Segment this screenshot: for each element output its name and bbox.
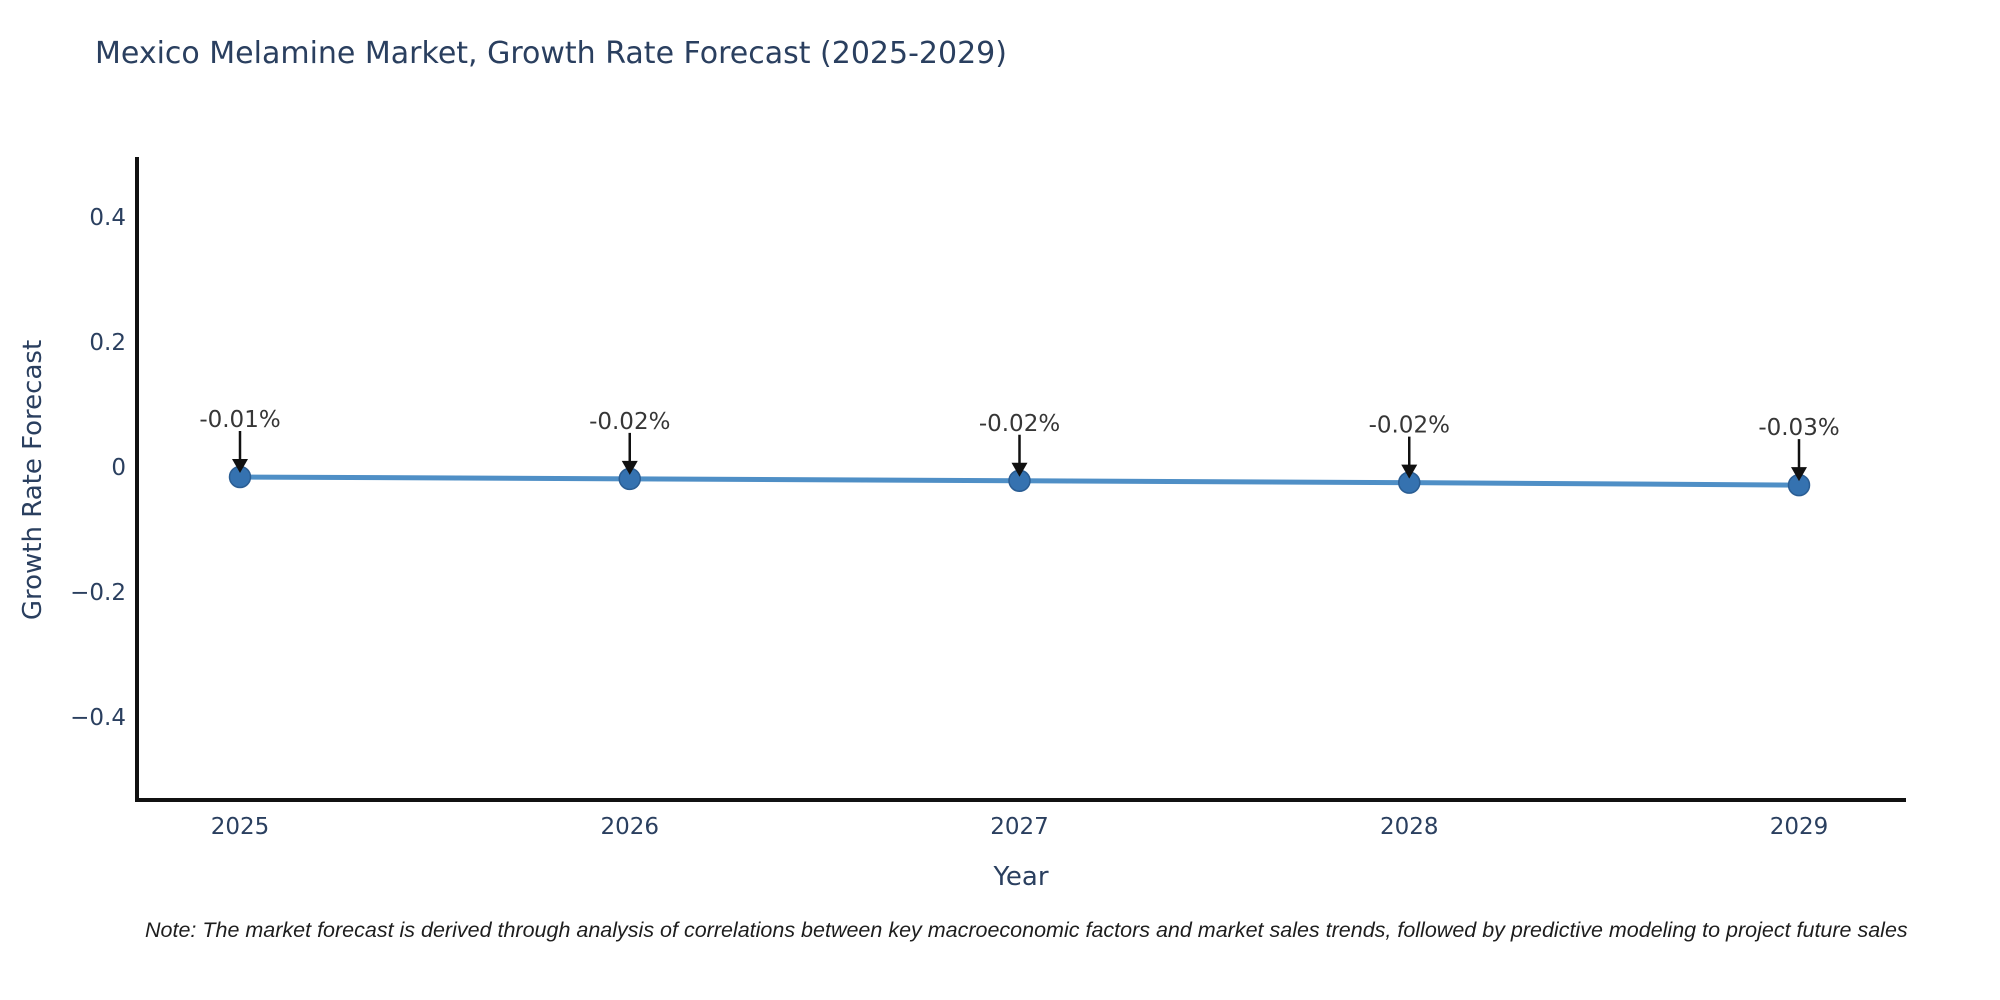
y-tick-label: 0	[111, 455, 126, 481]
data-point-label: -0.01%	[199, 407, 280, 433]
y-tick-label: −0.4	[70, 705, 126, 731]
annotation-arrowhead	[232, 459, 248, 473]
annotation-arrowhead	[1401, 464, 1418, 479]
x-tick-label: 2029	[1770, 814, 1829, 840]
annotation-arrowhead	[1791, 467, 1807, 482]
data-point-label: -0.02%	[1369, 413, 1450, 439]
x-tick-label: 2027	[990, 814, 1049, 840]
data-point-label: -0.02%	[589, 409, 670, 435]
chart-title: Mexico Melamine Market, Growth Rate Fore…	[95, 36, 1007, 71]
x-axis-title: Year	[993, 862, 1049, 892]
x-tick-label: 2028	[1380, 814, 1439, 840]
footnote: Note: The market forecast is derived thr…	[145, 918, 1908, 942]
data-point-label: -0.02%	[979, 411, 1060, 437]
x-tick-label: 2026	[600, 814, 659, 840]
y-axis-title: Growth Rate Forecast	[18, 339, 48, 621]
data-point-label: -0.03%	[1758, 415, 1839, 441]
y-tick-label: 0.2	[89, 330, 126, 356]
y-tick-label: −0.2	[70, 580, 126, 606]
x-tick-label: 2025	[211, 814, 270, 840]
annotation-arrowhead	[1011, 462, 1028, 477]
annotation-arrowhead	[621, 460, 638, 475]
y-tick-label: 0.4	[89, 205, 126, 231]
